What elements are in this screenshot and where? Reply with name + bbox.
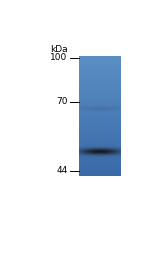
Text: 70: 70 bbox=[56, 97, 68, 107]
Text: 100: 100 bbox=[50, 53, 68, 62]
Text: 44: 44 bbox=[56, 166, 68, 175]
Text: kDa: kDa bbox=[50, 45, 68, 54]
